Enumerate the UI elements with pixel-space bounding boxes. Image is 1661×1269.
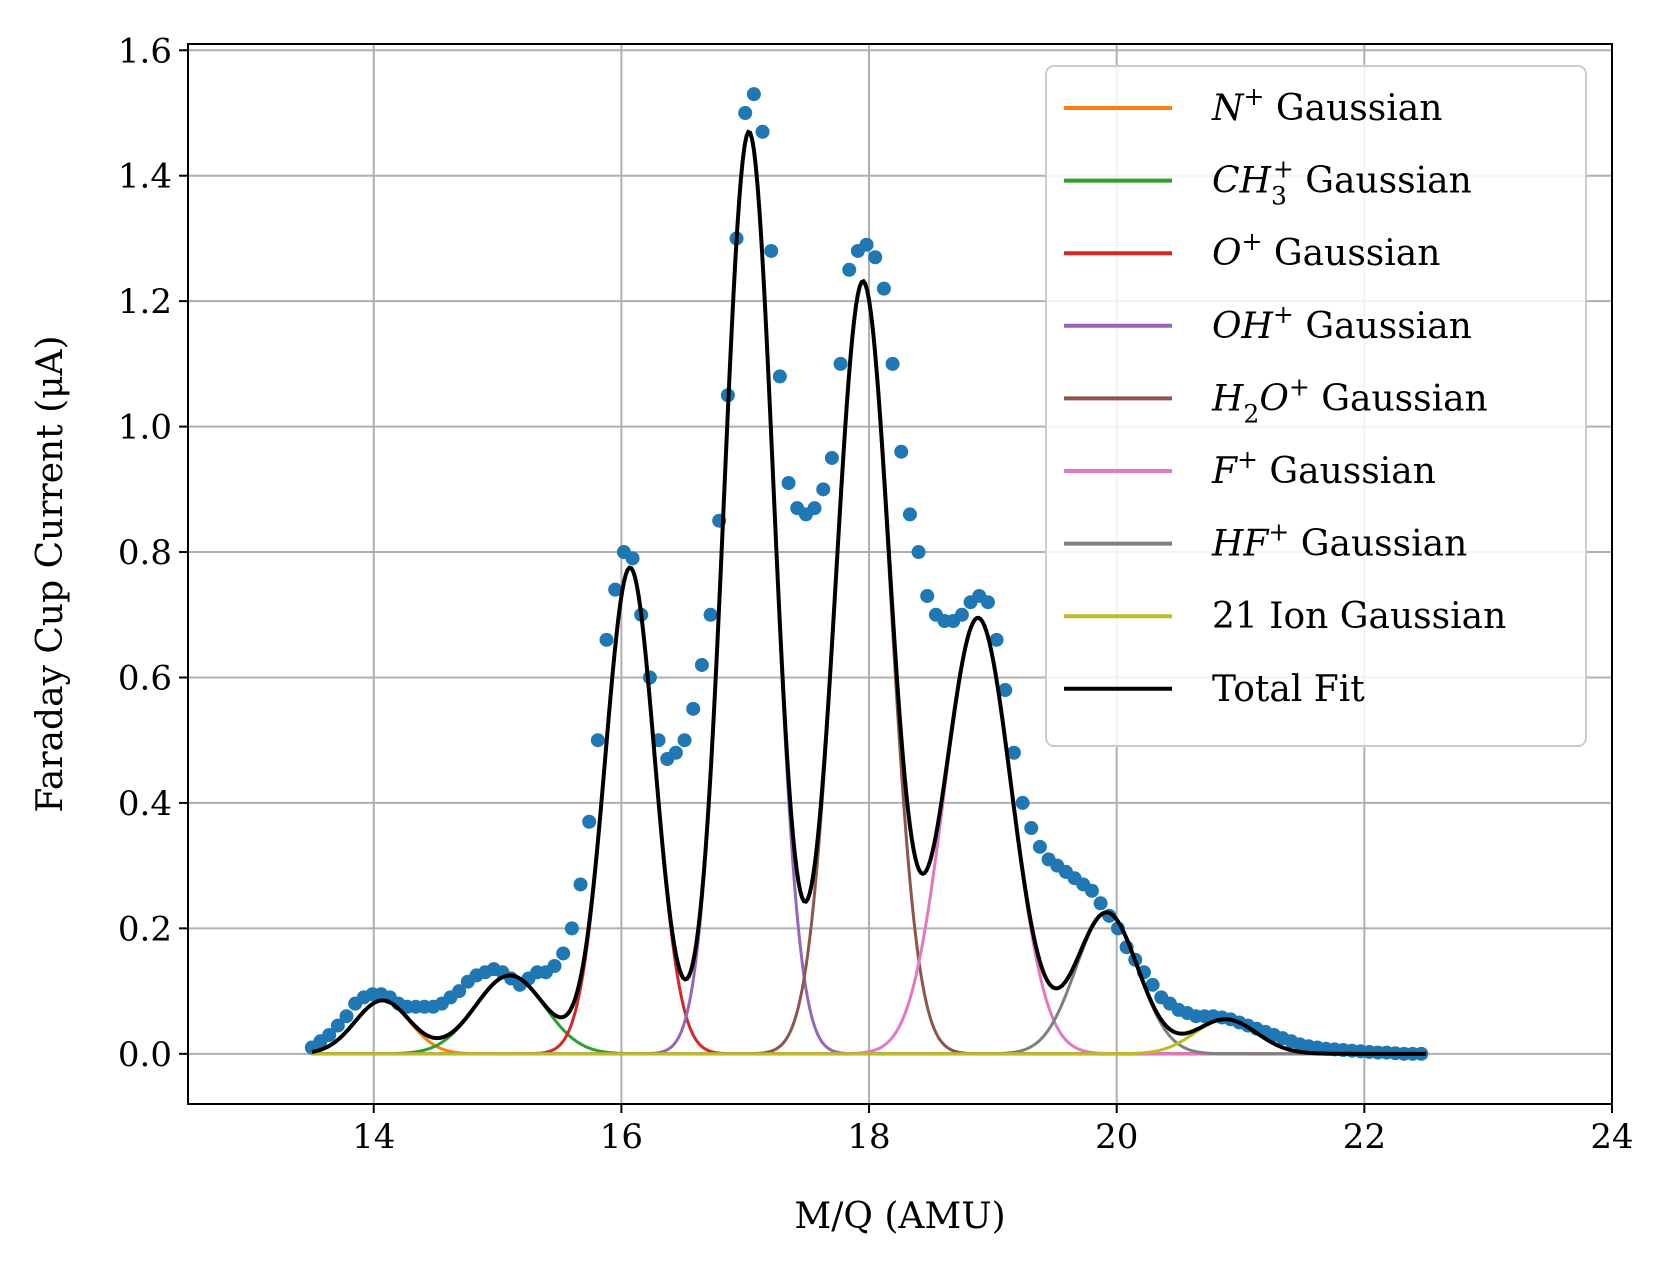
measured-point xyxy=(452,984,467,999)
x-tick-label: 20 xyxy=(1095,1117,1138,1157)
measured-point xyxy=(322,1028,337,1043)
legend-label: O+ Gaussian xyxy=(1212,227,1440,274)
y-tick-label: 0.8 xyxy=(118,533,172,573)
measured-point xyxy=(807,501,822,516)
legend-label: N+ Gaussian xyxy=(1211,82,1442,129)
y-axis-label: Faraday Cup Current (μA) xyxy=(30,335,71,812)
x-tick-label: 24 xyxy=(1590,1117,1633,1157)
measured-point xyxy=(755,124,770,139)
measured-point xyxy=(781,476,796,491)
measured-point xyxy=(547,959,562,974)
x-axis-label: M/Q (AMU) xyxy=(794,1196,1005,1237)
measured-point xyxy=(980,595,995,610)
y-tick-label: 0.2 xyxy=(118,909,172,949)
y-tick-label: 1.6 xyxy=(118,31,172,71)
y-tick-label: 0.6 xyxy=(118,658,172,698)
measured-point xyxy=(1145,977,1160,992)
legend-label: HF+ Gaussian xyxy=(1211,518,1467,565)
measured-point xyxy=(746,87,761,102)
measured-point xyxy=(686,701,701,716)
legend-box xyxy=(1045,65,1587,747)
x-tick-label: 18 xyxy=(847,1117,890,1157)
measured-point xyxy=(868,250,883,265)
measured-point xyxy=(902,507,917,522)
measured-point xyxy=(625,551,640,566)
measured-point xyxy=(1006,745,1021,760)
measured-point xyxy=(885,356,900,371)
measured-point xyxy=(330,1018,345,1033)
legend-label: 21 Ion Gaussian xyxy=(1212,596,1506,637)
total-fit-curve xyxy=(311,129,1427,1056)
y-tick-label: 1.4 xyxy=(118,157,172,197)
measured-point xyxy=(1015,795,1030,810)
measured-point xyxy=(764,243,779,258)
plot-frame xyxy=(187,43,1613,1105)
x-tick-label: 14 xyxy=(352,1117,395,1157)
measured-point xyxy=(677,733,692,748)
measured-point xyxy=(668,745,683,760)
y-tick-label: 1.0 xyxy=(118,408,172,448)
series-layer xyxy=(304,87,1429,1061)
ticks: 14 16 18 20 22 24 0.0 0.2 0.4 0.6 0.8 1.0 1.2 1.4 1.6 xyxy=(118,31,1634,1157)
measured-point xyxy=(954,607,969,622)
measured-point xyxy=(894,444,909,459)
legend: N+ Gaussian CH3+ Gaussian O+ Gaussian OH+ G… xyxy=(1045,65,1587,747)
measured-point xyxy=(833,356,848,371)
measured-point xyxy=(339,1009,354,1024)
measured-point xyxy=(1032,839,1047,854)
measured-point xyxy=(608,582,623,597)
measured-point xyxy=(920,588,935,603)
measured-point xyxy=(738,105,753,120)
measured-point xyxy=(582,814,597,829)
legend-label: OH+ Gaussian xyxy=(1212,300,1472,347)
measured-point xyxy=(989,632,1004,647)
measured-point xyxy=(911,545,926,560)
measured-point xyxy=(1084,883,1099,898)
y-tick-label: 0.0 xyxy=(118,1035,172,1075)
measured-point xyxy=(816,482,831,497)
measured-point xyxy=(876,281,891,296)
legend-label: H2O+ Gaussian xyxy=(1211,372,1488,428)
measured-point xyxy=(556,946,571,961)
measured-point xyxy=(590,733,605,748)
measured-point xyxy=(599,632,614,647)
measured-point xyxy=(573,877,588,892)
measured-point xyxy=(824,450,839,465)
measured-point xyxy=(859,237,874,252)
measured-point xyxy=(1024,821,1039,836)
measured-point xyxy=(998,683,1013,698)
y-tick-label: 1.2 xyxy=(118,282,172,322)
measured-point xyxy=(842,262,857,277)
x-tick-label: 16 xyxy=(600,1117,643,1157)
y-tick-label: 0.4 xyxy=(118,784,172,824)
measured-point xyxy=(703,607,718,622)
legend-label: CH3+ Gaussian xyxy=(1212,155,1472,211)
measured-point xyxy=(772,369,787,384)
legend-label: F+ Gaussian xyxy=(1211,445,1436,492)
measured-point xyxy=(1093,896,1108,911)
x-tick-label: 22 xyxy=(1343,1117,1386,1157)
measured-point xyxy=(564,921,579,936)
legend-label: Total Fit xyxy=(1212,669,1365,710)
measured-point xyxy=(694,657,709,672)
